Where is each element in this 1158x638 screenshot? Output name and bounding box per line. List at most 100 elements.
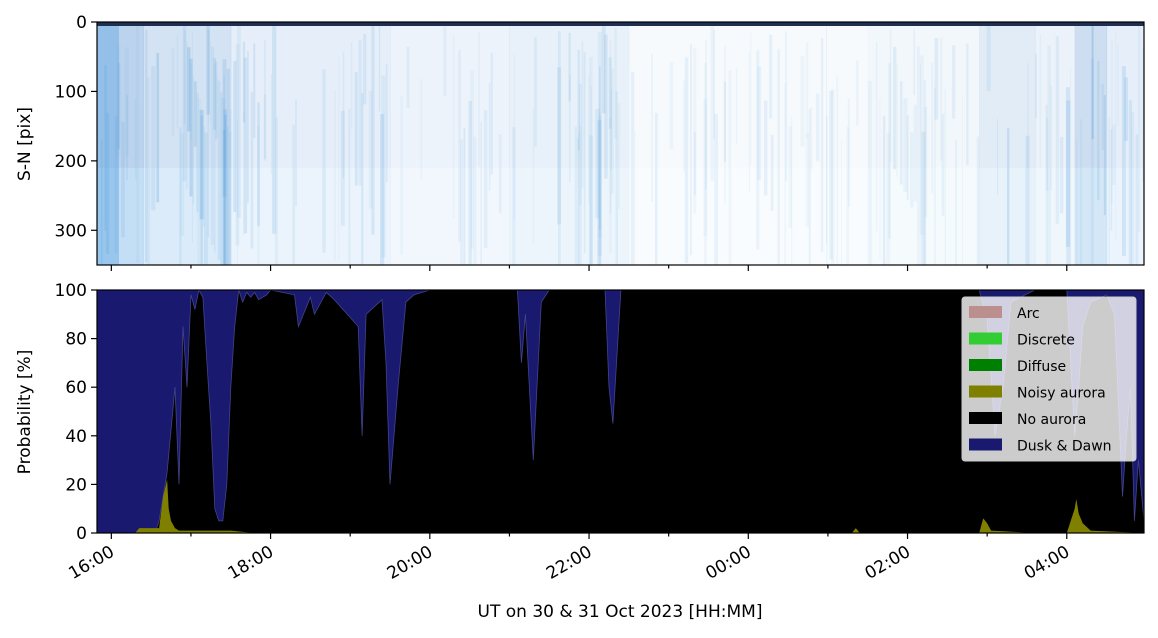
keogram-streak (899, 81, 903, 185)
keogram-band-4 (509, 22, 630, 265)
keogram-streak (634, 130, 636, 265)
keogram-streak (192, 75, 194, 205)
keogram-streak (224, 114, 227, 265)
keogram-streak (222, 59, 227, 197)
keogram-streak (610, 68, 614, 194)
keogram-streak (906, 115, 909, 200)
keogram-streak (923, 80, 927, 265)
keogram-streak (257, 102, 260, 227)
keogram-streak (1027, 63, 1029, 168)
keogram-streak (599, 108, 601, 265)
keogram-streak (1045, 104, 1048, 265)
keogram-streak (568, 74, 571, 183)
keogram-image (97, 22, 1144, 265)
keogram-streak (203, 126, 206, 228)
keogram-streak (724, 45, 726, 204)
keogram-streak (808, 108, 811, 265)
keogram-band-9 (1074, 22, 1108, 265)
keogram-streak (748, 52, 751, 193)
keogram-band-tint-2 (230, 22, 391, 168)
keogram-streak (704, 62, 707, 265)
probability-frame (96, 289, 1145, 534)
keogram-band-5 (628, 22, 869, 265)
keogram-streak (191, 30, 193, 242)
keogram-streak (595, 109, 600, 219)
keogram-streak (176, 35, 178, 129)
y-tick-label: 60 (65, 378, 87, 398)
keogram-streak (358, 39, 362, 186)
keogram-streak (654, 112, 658, 265)
keogram-streak (100, 139, 103, 265)
keogram-streak (1045, 118, 1049, 191)
keogram-streak (934, 38, 939, 120)
keogram-streak (1111, 124, 1116, 185)
keogram-streak (888, 63, 891, 239)
keogram-streak (1039, 34, 1042, 168)
keogram-streak (1137, 25, 1141, 232)
keogram-streak (209, 40, 212, 123)
keogram-streak (1131, 111, 1135, 265)
keogram-streak (703, 99, 708, 237)
keogram-streak (882, 115, 886, 265)
keogram-streak (197, 98, 202, 265)
x-tick-label: 02:00 (862, 542, 914, 584)
keogram-band-tint-7 (979, 22, 1036, 168)
keogram-x-axis (110, 265, 1068, 271)
keogram-band-tint-4 (509, 22, 630, 168)
keogram-streak (951, 45, 956, 119)
keogram-streak (630, 71, 635, 265)
keogram-streak (217, 80, 221, 261)
keogram-streak (371, 24, 375, 235)
keogram-streak (604, 34, 608, 179)
keogram-streak (924, 106, 928, 217)
keogram-streak (903, 98, 908, 193)
keogram-streak (207, 29, 210, 238)
keogram-streak (380, 113, 385, 265)
keogram-streak (104, 65, 107, 231)
keogram-streak (919, 55, 924, 236)
y-tick-label: 40 (65, 427, 87, 447)
keogram-streak (200, 115, 203, 265)
keogram-streak (1110, 129, 1113, 231)
keogram-streak (124, 47, 129, 157)
keogram-streak (183, 30, 186, 124)
keogram-streak (322, 69, 326, 253)
keogram-streak (340, 110, 345, 226)
keogram-streak (196, 92, 199, 212)
keogram-streak (574, 126, 578, 265)
keogram-streak (378, 22, 381, 112)
keogram-streak (669, 61, 674, 150)
keogram-y-label: S-N [pix] (15, 107, 35, 181)
keogram-streak (826, 24, 828, 245)
keogram-streak (342, 51, 345, 179)
keogram-streak (589, 57, 593, 265)
keogram-background (97, 22, 1144, 265)
y-tick-label: 100 (55, 82, 87, 102)
keogram-streak (275, 117, 278, 265)
legend-label: Arc (1017, 306, 1040, 322)
keogram-streak (171, 48, 175, 137)
keogram-streak (381, 75, 386, 258)
keogram-streak (1025, 135, 1030, 265)
keogram-streak (841, 140, 843, 265)
x-tick-label: 16:00 (65, 542, 117, 584)
keogram-streak (443, 25, 447, 97)
keogram-streak (490, 52, 493, 175)
keogram-streak (684, 57, 689, 264)
keogram-streak (693, 47, 697, 214)
keogram-streak (588, 74, 590, 203)
keogram-streak (242, 41, 246, 123)
keogram-panel: 0 100 200 300 S-N [pix] (15, 13, 1145, 271)
keogram-streak (581, 40, 584, 188)
keogram-streak (756, 50, 760, 250)
keogram-streak (921, 131, 926, 265)
keogram-streak (846, 126, 850, 265)
keogram-streak (910, 132, 914, 208)
keogram-streak (1035, 53, 1037, 119)
keogram-streak (997, 118, 999, 195)
keogram-streak (568, 32, 571, 102)
keogram-band-tint-9 (1074, 22, 1108, 168)
keogram-streak (400, 96, 403, 255)
keogram-streak (1091, 22, 1094, 140)
